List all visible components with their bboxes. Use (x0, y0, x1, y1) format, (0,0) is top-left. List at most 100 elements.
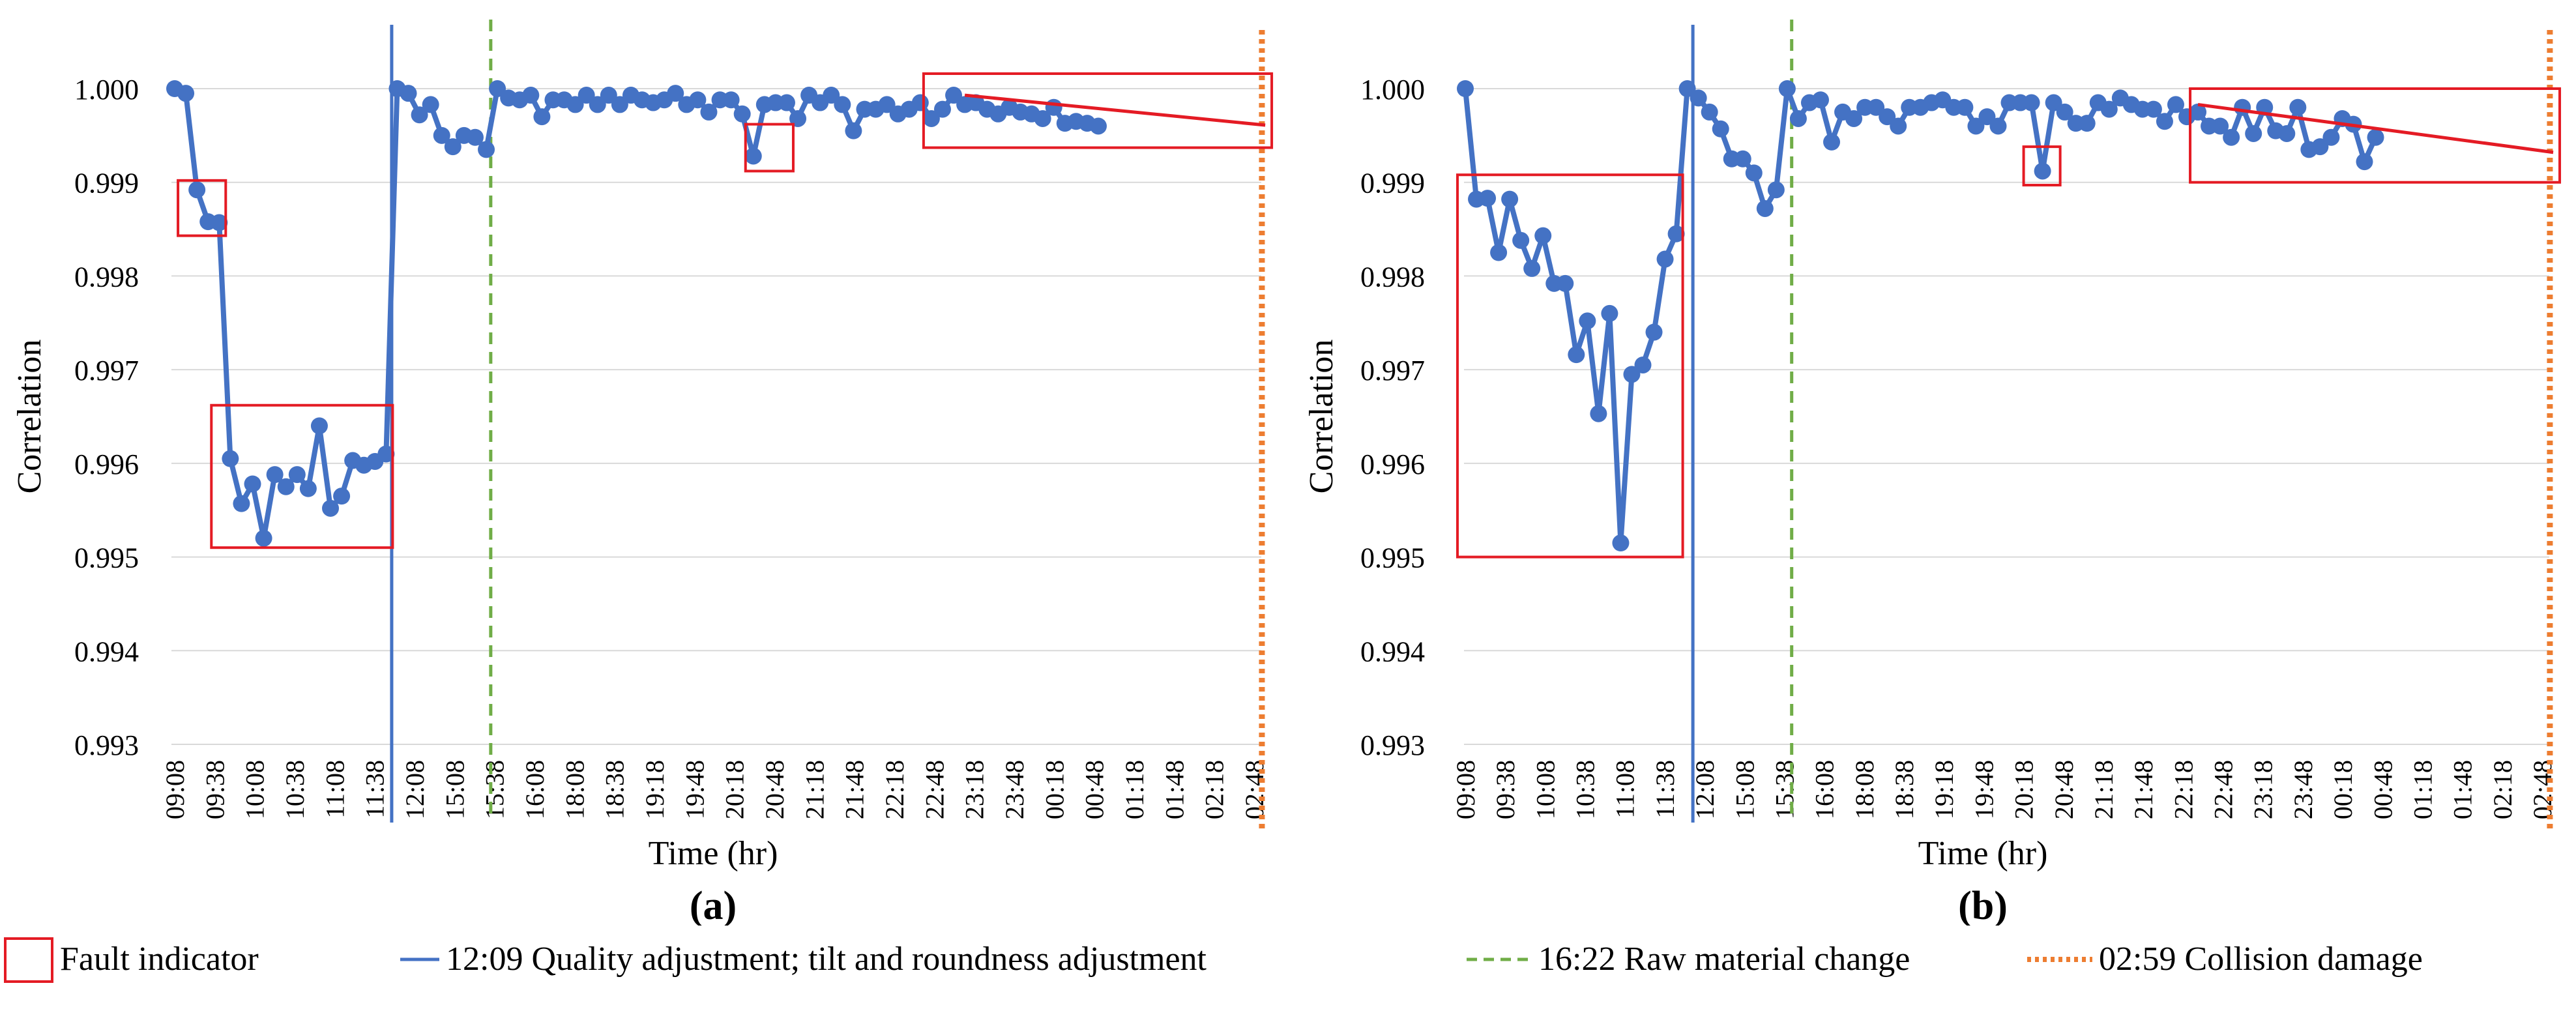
data-point-b-11 (1579, 312, 1596, 330)
data-point-b-25 (1734, 150, 1751, 168)
data-point-b-0 (1457, 80, 1474, 97)
data-point-b-74 (2278, 124, 2296, 142)
x-tick-label-a-14: 20:18 (720, 760, 750, 819)
data-point-a-61 (845, 122, 862, 139)
x-tick-label-a-9: 16:08 (520, 760, 549, 819)
data-point-b-71 (2245, 124, 2262, 142)
x-tick-label-a-6: 12:08 (400, 760, 430, 819)
data-point-b-30 (1789, 110, 1807, 127)
y-axis-title-a: Correlation (11, 340, 48, 494)
data-point-b-26 (1745, 164, 1763, 182)
x-tick-label-b-15: 20:48 (2049, 760, 2079, 819)
data-point-b-64 (2167, 96, 2184, 113)
data-point-b-51 (2023, 94, 2040, 111)
data-point-a-70 (945, 87, 963, 104)
data-point-b-15 (1623, 366, 1641, 383)
x-tick-label-b-25: 01:48 (2448, 760, 2478, 819)
x-tick-label-a-19: 22:48 (920, 760, 949, 819)
data-point-a-29 (489, 80, 506, 97)
data-point-b-38 (1879, 108, 1896, 126)
data-point-a-7 (244, 475, 261, 493)
data-point-b-17 (1645, 323, 1663, 341)
data-point-a-6 (233, 495, 250, 512)
data-point-a-68 (922, 110, 940, 127)
data-point-a-59 (823, 87, 840, 104)
data-point-a-19 (377, 445, 395, 463)
fault-box-b-0 (1456, 173, 1684, 559)
x-tick-label-a-4: 11:08 (320, 760, 349, 819)
data-point-b-14 (1612, 534, 1630, 552)
x-tick-label-b-1: 09:38 (1491, 760, 1520, 819)
data-point-b-77 (2311, 138, 2329, 156)
x-tick-label-b-10: 18:08 (1850, 760, 1879, 819)
y-tick-label-a-5: 0.995 (74, 542, 139, 574)
data-point-b-81 (2356, 153, 2373, 171)
data-point-a-83 (1089, 117, 1107, 135)
fault-box-a-1 (210, 403, 394, 549)
data-point-b-63 (2156, 113, 2173, 130)
data-point-b-69 (2223, 128, 2240, 146)
data-point-b-52 (2034, 162, 2051, 180)
data-point-b-28 (1767, 181, 1785, 199)
panel-label-b: (b) (1958, 884, 2008, 926)
x-tick-label-a-2: 10:08 (241, 760, 270, 819)
data-point-b-10 (1568, 346, 1585, 364)
chart-panel-a: 1.000 0.999 0.998 0.997 0.996 0.995 0.994 0.993… (11, 20, 1274, 926)
x-tick-label-a-7: 15:08 (440, 760, 469, 819)
data-point-b-6 (1523, 259, 1541, 277)
data-point-a-48 (700, 103, 718, 121)
data-point-a-14 (322, 499, 340, 517)
x-tick-label-b-22: 00:18 (2328, 760, 2358, 819)
data-point-b-35 (1845, 110, 1863, 127)
x-axis-title-a: Time (hr) (649, 835, 778, 872)
x-tick-label-b-5: 11:38 (1650, 760, 1680, 819)
data-point-a-22 (411, 106, 428, 124)
x-tick-label-a-23: 00:48 (1080, 760, 1109, 819)
y-tick-label-a-2: 0.998 (74, 261, 139, 293)
legend-collision-damage-label: 02:59 Collision damage (2099, 941, 2423, 978)
data-point-b-39 (1890, 117, 1907, 135)
legend-fault-label: Fault indicator (60, 941, 259, 978)
data-point-b-29 (1778, 80, 1796, 97)
x-tick-label-b-17: 21:48 (2129, 760, 2158, 819)
x-tick-label-b-11: 18:38 (1890, 760, 1919, 819)
x-tick-label-b-6: 12:08 (1690, 760, 1720, 819)
x-tick-label-b-21: 23:48 (2289, 760, 2318, 819)
data-point-a-21 (400, 85, 417, 102)
x-tick-label-b-18: 22:18 (2169, 760, 2198, 819)
data-point-a-33 (533, 108, 551, 126)
x-tick-label-a-8: 15:38 (480, 760, 510, 819)
data-point-a-38 (589, 96, 606, 113)
data-point-b-68 (2212, 117, 2229, 135)
data-point-b-53 (2045, 94, 2062, 111)
fault-box-b-2 (2189, 87, 2562, 184)
y-tick-label-b-0: 1.000 (1360, 74, 1425, 106)
data-point-a-5 (222, 450, 239, 467)
data-point-b-54 (2056, 103, 2073, 121)
x-tick-label-b-20: 23:18 (2249, 760, 2278, 819)
data-point-b-4 (1501, 190, 1519, 208)
data-point-a-28 (478, 141, 495, 158)
data-point-a-9 (266, 466, 284, 484)
x-tick-label-b-3: 10:38 (1571, 760, 1600, 819)
chart-legend: Fault indicator 12:09 Quality adjustment… (4, 937, 2423, 983)
y-tick-label-b-5: 0.995 (1360, 542, 1425, 574)
data-point-b-66 (2189, 103, 2207, 121)
series-line-a (173, 86, 1099, 541)
y-tick-label-b-6: 0.994 (1360, 635, 1425, 667)
x-tick-label-a-17: 21:48 (840, 760, 870, 819)
chart-panel-b: 1.000 0.999 0.998 0.997 0.996 0.995 0.994 0.993… (1303, 20, 2562, 926)
x-tick-label-a-20: 23:18 (960, 760, 989, 819)
data-point-a-23 (422, 96, 439, 113)
x-tick-label-a-1: 09:38 (200, 760, 229, 819)
data-point-a-45 (667, 85, 684, 102)
data-point-b-78 (2322, 128, 2340, 146)
data-point-b-5 (1512, 231, 1530, 249)
y-tick-label-a-7: 0.993 (74, 729, 139, 761)
data-point-b-20 (1678, 80, 1696, 97)
x-tick-label-b-14: 20:18 (2010, 760, 2039, 819)
legend-raw-material-change-label: 16:22 Raw material change (1538, 941, 1910, 978)
data-point-a-69 (933, 100, 951, 118)
x-tick-label-b-26: 02:18 (2488, 760, 2517, 819)
x-tick-label-a-11: 18:38 (600, 760, 630, 819)
